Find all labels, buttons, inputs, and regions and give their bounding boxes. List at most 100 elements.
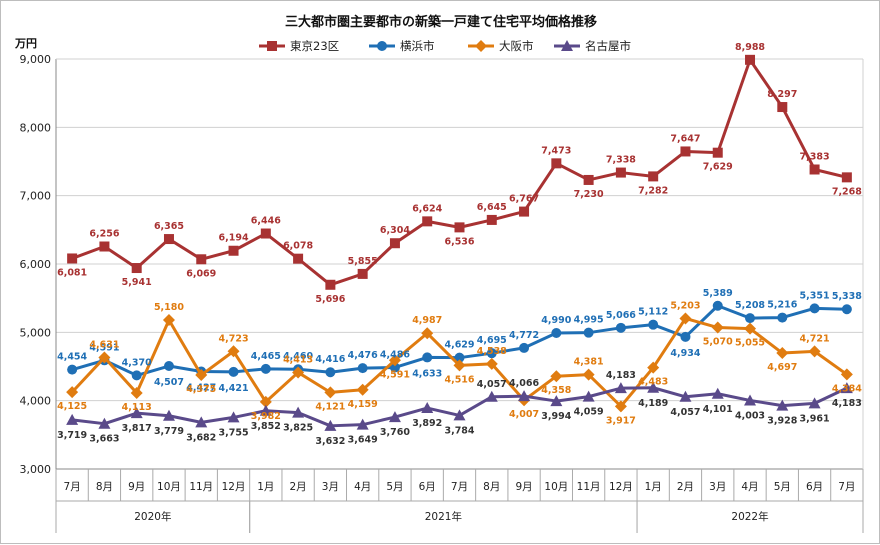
data-point — [745, 54, 756, 65]
data-point — [519, 206, 530, 217]
data-point — [680, 331, 691, 342]
x-tick-label: 1月 — [645, 481, 662, 493]
data-label: 3,649 — [348, 435, 378, 446]
data-point — [162, 314, 175, 327]
data-point — [98, 351, 111, 364]
x-tick-label: 6月 — [806, 481, 823, 493]
data-label: 5,066 — [606, 310, 636, 321]
data-point — [744, 394, 757, 406]
data-label: 4,633 — [412, 368, 442, 379]
data-point — [745, 313, 756, 324]
x-tick-label: 9月 — [128, 481, 145, 493]
data-point — [583, 327, 594, 338]
legend: 東京23区 横浜市 大阪市 名古屋市 — [259, 39, 631, 53]
data-point — [777, 312, 788, 323]
data-label: 7,268 — [832, 186, 862, 197]
legend-item: 東京23区 — [259, 39, 339, 53]
data-point — [647, 361, 660, 374]
data-label: 4,384 — [832, 383, 862, 394]
data-point — [227, 411, 240, 423]
x-tick-label: 7月 — [64, 481, 81, 493]
x-tick-label: 10月 — [544, 481, 568, 493]
data-point — [293, 253, 304, 264]
data-label: 4,629 — [444, 340, 474, 351]
x-tick-label: 4月 — [741, 481, 758, 493]
data-label: 4,358 — [541, 385, 571, 396]
data-point — [324, 419, 337, 431]
data-label: 3,852 — [251, 421, 281, 432]
x-tick-label: 12月 — [222, 481, 246, 493]
legend-item: 名古屋市 — [554, 39, 631, 53]
x-tick-label: 7月 — [838, 481, 855, 493]
data-point — [614, 400, 627, 413]
data-point — [67, 364, 78, 375]
data-label: 3,663 — [89, 434, 119, 445]
data-label: 4,183 — [832, 398, 862, 409]
axes: 3,000 4,000 5,000 6,000 7,000 8,000 9,000 7月 8月 9… — [20, 53, 864, 533]
y-tick-label: 9,000 — [20, 53, 52, 66]
data-label: 4,183 — [606, 370, 636, 381]
data-point — [260, 228, 271, 239]
data-point — [776, 399, 789, 411]
data-point — [615, 167, 626, 178]
data-label: 5,216 — [767, 300, 797, 311]
data-label: 5,112 — [638, 307, 668, 318]
x-tick-label: 11月 — [189, 481, 213, 493]
data-point — [777, 102, 788, 113]
data-point — [808, 345, 821, 358]
data-point — [776, 347, 789, 360]
data-label: 5,208 — [735, 300, 765, 311]
x-tick-label: 2月 — [677, 481, 694, 493]
data-label: 4,516 — [444, 374, 474, 385]
data-label: 8,988 — [735, 42, 765, 53]
data-point — [582, 368, 595, 381]
data-point — [356, 418, 369, 430]
x-tick-label: 3月 — [709, 481, 726, 493]
data-label: 4,723 — [219, 333, 249, 344]
data-point — [518, 390, 531, 402]
data-label: 5,055 — [735, 338, 765, 349]
data-point — [325, 279, 336, 290]
y-tick-label: 3,000 — [20, 463, 52, 476]
data-point — [711, 387, 724, 399]
data-label: 6,536 — [444, 236, 474, 247]
data-label: 4,381 — [574, 357, 604, 368]
data-label: 3,632 — [315, 436, 345, 447]
data-label: 5,070 — [703, 337, 733, 348]
data-label: 8,297 — [767, 89, 797, 100]
x-tick-label: 3月 — [322, 481, 339, 493]
x-tick-label: 9月 — [515, 481, 532, 493]
data-point — [453, 409, 466, 421]
data-point — [388, 354, 401, 367]
data-label: 4,995 — [574, 315, 604, 326]
data-label: 3,760 — [380, 427, 410, 438]
year-label: 2020年 — [134, 510, 171, 523]
data-point — [228, 366, 239, 377]
data-point — [840, 382, 853, 394]
data-point — [711, 321, 724, 334]
data-label: 4,189 — [638, 398, 668, 409]
data-point — [519, 342, 530, 353]
data-label: 5,203 — [670, 300, 700, 311]
legend-item: 大阪市 — [468, 39, 534, 53]
data-label: 4,113 — [122, 402, 152, 413]
data-label: 4,591 — [380, 369, 410, 380]
data-point — [99, 241, 110, 252]
data-point — [195, 416, 208, 428]
data-point — [196, 254, 207, 265]
data-point — [131, 370, 142, 381]
data-point — [841, 172, 852, 183]
data-point — [98, 417, 111, 429]
data-point — [259, 404, 272, 416]
data-label: 5,941 — [122, 277, 152, 288]
data-point — [421, 327, 434, 340]
data-label: 3,779 — [154, 426, 184, 437]
legend-marker — [267, 41, 277, 51]
data-label: 4,483 — [638, 377, 668, 388]
data-point — [453, 359, 466, 372]
data-point — [680, 146, 691, 157]
data-label: 4,631 — [89, 340, 119, 351]
data-point — [227, 345, 240, 358]
data-point — [712, 147, 723, 158]
data-point — [163, 361, 174, 372]
